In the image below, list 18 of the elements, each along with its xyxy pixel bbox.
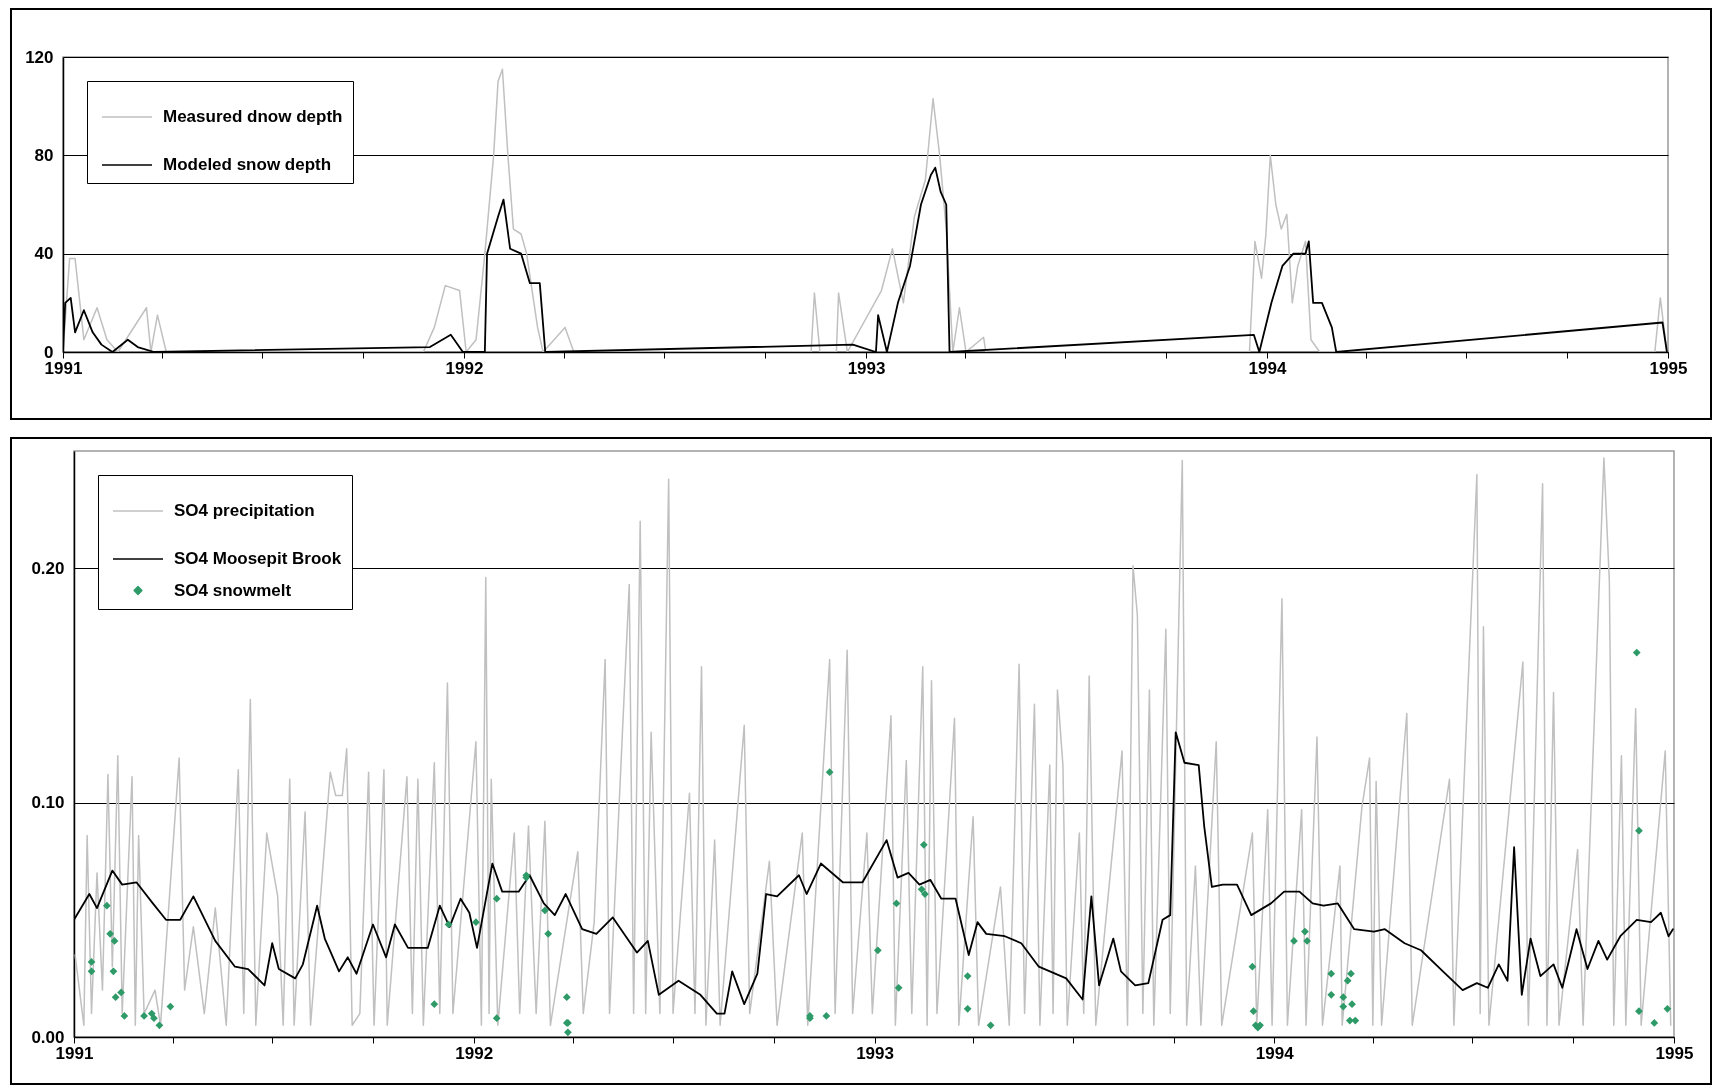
legend-label: SO4 precipitation	[174, 501, 315, 520]
y-tick-label: 0.10	[31, 793, 65, 813]
x-tick-label: 1992	[455, 1043, 494, 1063]
x-tick-label: 1993	[856, 1043, 894, 1063]
x-tick-label: 1994	[1255, 1043, 1295, 1063]
y-tick-label: 0.20	[31, 558, 65, 578]
legend-label: SO4 Moosepit Brook	[174, 549, 342, 568]
legend-label: Measured dnow depth	[163, 107, 343, 126]
legend-label: SO4 snowmelt	[174, 580, 292, 600]
legend-label: Modeled snow depth	[163, 155, 332, 174]
x-tick-label: 1995	[1655, 1043, 1694, 1063]
x-tick-label: 1992	[445, 358, 484, 378]
y-tick-label: 40	[34, 244, 54, 264]
y-tick-label: 120	[25, 47, 54, 67]
x-tick-label: 1995	[1649, 358, 1688, 378]
y-tick-label: 80	[34, 145, 54, 165]
x-tick-label: 1994	[1248, 358, 1287, 378]
x-tick-label: 1993	[847, 358, 886, 378]
